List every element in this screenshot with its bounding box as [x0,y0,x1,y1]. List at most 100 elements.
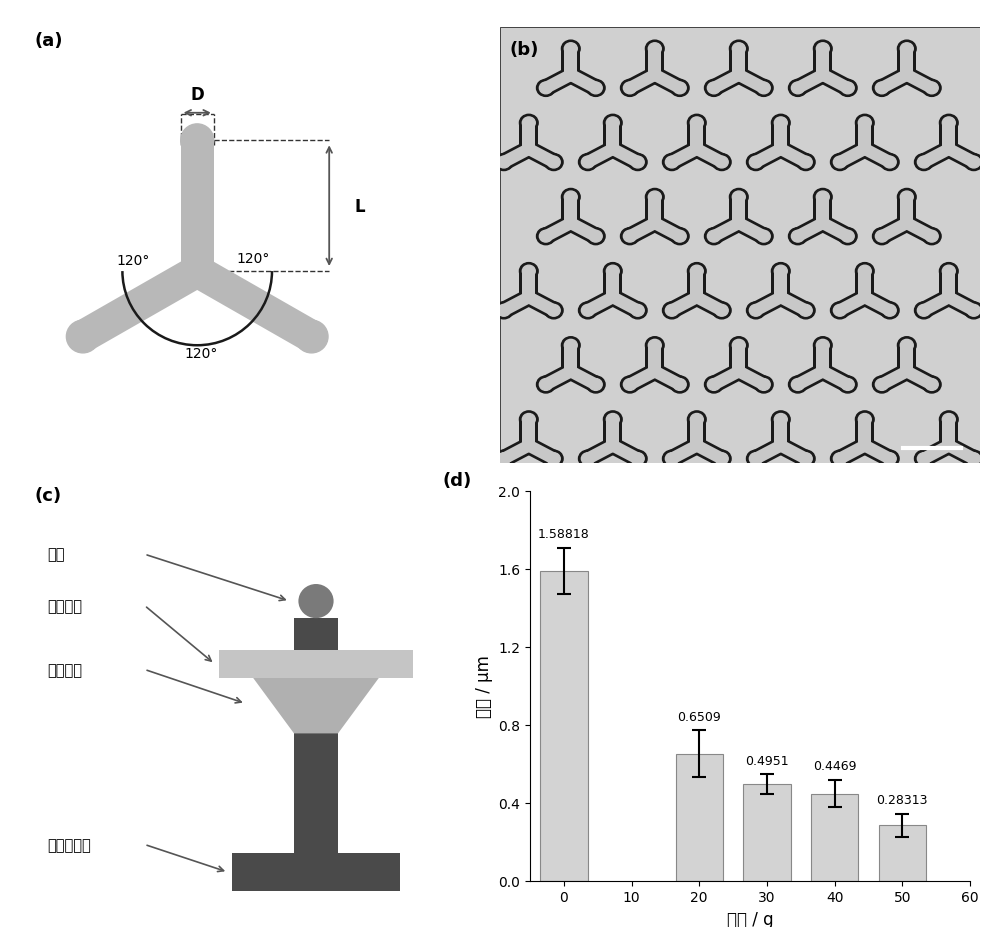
Circle shape [670,376,689,394]
Circle shape [872,376,891,394]
Circle shape [704,376,723,394]
Polygon shape [904,219,935,242]
Polygon shape [694,293,725,316]
Circle shape [858,266,871,278]
Polygon shape [818,69,852,96]
Circle shape [788,81,807,97]
Polygon shape [795,219,826,242]
Polygon shape [645,49,664,76]
Circle shape [589,231,602,243]
Polygon shape [543,70,574,94]
Circle shape [816,366,829,378]
Circle shape [687,412,706,428]
Polygon shape [879,367,910,390]
Circle shape [522,440,535,452]
Circle shape [796,451,815,467]
Circle shape [729,189,748,206]
Circle shape [628,302,647,320]
Circle shape [648,340,661,351]
Circle shape [774,266,787,278]
Polygon shape [946,145,977,168]
Circle shape [623,379,636,391]
Circle shape [897,337,916,354]
Circle shape [181,256,214,288]
Polygon shape [667,143,701,171]
Polygon shape [902,69,936,96]
Polygon shape [561,346,580,372]
Circle shape [564,366,577,378]
Polygon shape [652,367,683,390]
Polygon shape [648,346,661,372]
Text: (b): (b) [510,41,539,58]
Circle shape [922,376,941,394]
Polygon shape [608,438,642,466]
Text: L: L [355,197,365,215]
Circle shape [732,218,745,230]
Circle shape [858,440,871,452]
Circle shape [707,379,720,391]
Circle shape [939,115,958,133]
Circle shape [181,125,214,158]
Polygon shape [729,49,748,76]
Circle shape [673,379,686,391]
Circle shape [712,155,731,171]
Circle shape [749,453,762,465]
Circle shape [900,366,913,378]
Polygon shape [606,123,619,150]
Polygon shape [939,123,958,150]
Polygon shape [694,145,725,168]
Circle shape [539,379,552,391]
Circle shape [788,228,807,246]
Polygon shape [858,272,871,298]
Polygon shape [690,123,703,150]
Polygon shape [625,217,659,245]
Bar [294,733,338,853]
Polygon shape [690,420,703,446]
Polygon shape [650,69,684,96]
Circle shape [522,292,535,304]
Circle shape [939,263,958,280]
Polygon shape [692,290,726,318]
Circle shape [586,81,605,97]
Polygon shape [736,367,767,390]
Circle shape [897,189,916,206]
Polygon shape [774,123,787,150]
Circle shape [796,302,815,320]
Polygon shape [709,217,743,245]
Circle shape [749,305,762,317]
Circle shape [729,337,748,354]
Circle shape [690,118,703,130]
Polygon shape [751,438,785,466]
Circle shape [746,302,765,320]
Circle shape [967,157,980,169]
Circle shape [816,192,829,204]
Polygon shape [501,441,532,464]
Polygon shape [771,272,790,298]
Polygon shape [585,145,616,168]
Circle shape [816,44,829,56]
Text: 微结构模板: 微结构模板 [48,837,91,852]
Circle shape [715,453,728,465]
Circle shape [298,584,334,618]
Polygon shape [694,441,725,464]
Circle shape [66,321,99,353]
Circle shape [603,412,622,428]
Polygon shape [499,438,533,466]
Circle shape [841,379,854,391]
Circle shape [791,379,804,391]
Circle shape [561,189,580,206]
Polygon shape [944,143,978,171]
Polygon shape [603,123,622,150]
Circle shape [799,305,812,317]
Circle shape [561,41,580,58]
Circle shape [544,302,563,320]
Polygon shape [181,141,214,272]
Polygon shape [778,145,809,168]
Polygon shape [753,441,784,464]
Polygon shape [816,346,829,372]
Polygon shape [566,69,600,96]
Circle shape [295,321,328,353]
Circle shape [687,115,706,133]
Circle shape [690,414,703,425]
Polygon shape [771,420,790,446]
